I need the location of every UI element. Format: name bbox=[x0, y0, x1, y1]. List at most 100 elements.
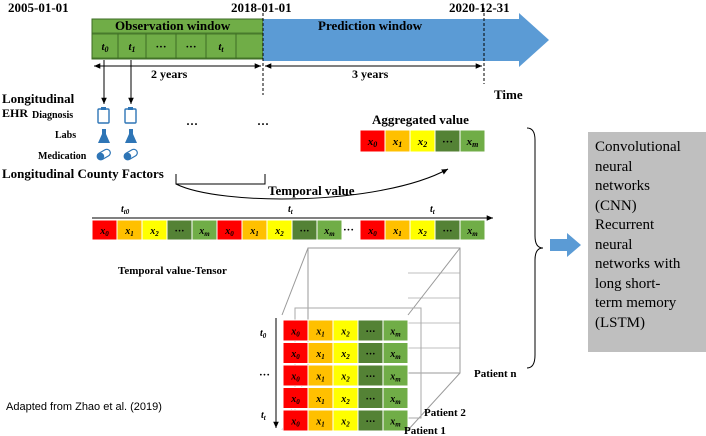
tensor-label: Temporal value-Tensor bbox=[118, 265, 227, 277]
patient-1-label: Patient 1 bbox=[404, 425, 446, 436]
clipboard-icon bbox=[97, 107, 110, 124]
flask-icon bbox=[98, 129, 110, 143]
tensor-cell-label: xm bbox=[389, 349, 401, 361]
tensor-cell-label: x2 bbox=[340, 394, 350, 406]
temporal-cell-label: ··· bbox=[299, 226, 309, 237]
tensor-edge bbox=[407, 372, 461, 431]
observation-tick-label: t0 bbox=[101, 41, 108, 54]
patient-n-label: Patient n bbox=[474, 368, 516, 380]
tensor-cell-label: x2 bbox=[340, 372, 350, 384]
feature-brace bbox=[526, 127, 544, 369]
temporal-section: tt0 tt tt x0 x1 x2 ··· xm x0 x1 x2 ··· xm x0 x1 x2 ··… bbox=[91, 204, 493, 241]
tensor-cell-label: x2 bbox=[340, 327, 350, 339]
tensor-row-t: tt bbox=[261, 410, 267, 422]
prediction-window-arrow bbox=[263, 13, 549, 67]
aggregated-cell-label: x2 bbox=[417, 136, 428, 149]
tensor-cell-label: x1 bbox=[315, 372, 325, 384]
model-text-line: (CNN) bbox=[595, 197, 637, 214]
tensor-cell-label: ··· bbox=[365, 327, 375, 338]
tensor-cell-label: ··· bbox=[365, 417, 375, 428]
model-text-line: networks bbox=[595, 178, 650, 194]
tensor-edge bbox=[281, 247, 309, 316]
medication-label: Medication bbox=[38, 151, 87, 162]
tensor-cell bbox=[382, 342, 409, 364]
temporal-cell-label: x2 bbox=[149, 226, 159, 238]
aggregated-cells: x0 x1 x2 ··· xm bbox=[359, 129, 486, 153]
labs-label: Labs bbox=[55, 130, 76, 141]
temporal-cells: x0 x1 x2 ··· xm x0 x1 x2 ··· xm x0 x1 x2 ··· xm bbox=[91, 219, 486, 241]
pill-icon bbox=[96, 148, 111, 161]
aggregated-value-label: Aggregated value bbox=[372, 112, 469, 127]
observation-tick-label: tt bbox=[218, 41, 224, 54]
observation-tick-label: ··· bbox=[185, 41, 196, 53]
tensor-cell-label: x0 bbox=[290, 349, 300, 361]
clipboard-icon bbox=[124, 107, 137, 124]
to-model-arrow bbox=[550, 233, 581, 257]
tensor-row-ellipsis: ··· bbox=[259, 369, 270, 381]
diagnosis-label: Diagnosis bbox=[32, 110, 73, 121]
tensor-cell-label: x1 bbox=[315, 327, 325, 339]
model-text-line: (LSTM) bbox=[595, 314, 645, 331]
model-text-line: term memory bbox=[595, 295, 677, 311]
tensor-cell-label: x0 bbox=[290, 327, 300, 339]
tensor-cell-label: x2 bbox=[340, 349, 350, 361]
temporal-tick-t: tt bbox=[430, 204, 436, 216]
tensor-cell-label: xm bbox=[389, 417, 401, 429]
aggregated-cell-label: x0 bbox=[367, 136, 378, 149]
tensor-front-grid: x0 x1 x2 ··· xm x0 x1 x2 ··· xm x0 x1 x2 ··· xm x0 x1 x2 ·… bbox=[282, 319, 409, 432]
temporal-cell bbox=[459, 219, 486, 241]
tensor-cell-label: x0 bbox=[290, 417, 300, 429]
obs-span-label: 2 years bbox=[151, 67, 188, 81]
tensor-back-rows bbox=[408, 272, 460, 349]
tensor-row-t0: t0 bbox=[260, 328, 267, 340]
temporal-cell-label: x0 bbox=[224, 226, 234, 238]
tensor-cell-label: ··· bbox=[365, 394, 375, 405]
tensor-cell-label: xm bbox=[389, 394, 401, 406]
aggregated-cell-label: x1 bbox=[392, 136, 403, 149]
observation-tick-label: t1 bbox=[128, 41, 135, 54]
date-start: 2005-01-01 bbox=[8, 0, 69, 15]
model-text-line: Recurrent bbox=[595, 217, 655, 233]
temporal-cell-label: x0 bbox=[367, 226, 377, 238]
aggregated-cell-label: xm bbox=[466, 136, 479, 149]
tensor-cell-label: x2 bbox=[340, 417, 350, 429]
time-label: Time bbox=[494, 87, 523, 102]
temporal-cell-label: x0 bbox=[99, 226, 109, 238]
tensor-section: Temporal value-Tensor x0 x1 x2 ··· xm x0 x1 x2 ·… bbox=[118, 247, 516, 436]
date-end: 2020-12-31 bbox=[449, 0, 510, 15]
temporal-cell-label: x2 bbox=[417, 226, 427, 238]
aggregation-curve-arrow bbox=[175, 168, 449, 200]
prediction-label: Prediction window bbox=[318, 18, 423, 33]
temporal-value-label: Temporal value bbox=[268, 183, 355, 198]
tensor-cell bbox=[382, 387, 409, 409]
patient-2-label: Patient 2 bbox=[424, 407, 466, 419]
observation-tick-label: ··· bbox=[155, 41, 166, 53]
temporal-cell-label: ··· bbox=[442, 226, 452, 237]
ehr-title-line1: Longitudinal bbox=[2, 91, 75, 106]
model-text-line: neural bbox=[595, 236, 633, 253]
credit-text: Adapted from Zhao et al. (2019) bbox=[6, 401, 162, 413]
temporal-cell-label: x1 bbox=[392, 226, 402, 238]
pred-span-label: 3 years bbox=[352, 67, 389, 81]
model-text-line: networks with bbox=[595, 256, 681, 272]
ehr-bracket bbox=[175, 174, 266, 185]
date-split: 2018-01-01 bbox=[231, 0, 292, 15]
aggregated-cell bbox=[459, 129, 486, 153]
tensor-cell bbox=[382, 364, 409, 387]
ehr-ellipsis: ··· bbox=[257, 117, 269, 131]
temporal-cell-label: ··· bbox=[174, 226, 184, 237]
tensor-cell-label: x1 bbox=[315, 349, 325, 361]
county-factors-label: Longitudinal County Factors bbox=[2, 166, 164, 181]
temporal-cell bbox=[316, 219, 343, 241]
tensor-cell-label: x0 bbox=[290, 394, 300, 406]
temporal-gap-ellipsis: ··· bbox=[343, 224, 354, 236]
timeline: 2005-01-01 2018-01-01 2020-12-31 Observa… bbox=[8, 0, 549, 104]
tensor-cell-label: xm bbox=[389, 327, 401, 339]
temporal-cell-label: xm bbox=[466, 226, 478, 238]
flask-icon bbox=[125, 129, 137, 143]
observation-label: Observation window bbox=[115, 18, 231, 33]
tensor-cell-label: ··· bbox=[365, 372, 375, 383]
model-box: Convolutional neural networks (CNN) Recu… bbox=[588, 132, 706, 352]
temporal-cell-label: x1 bbox=[124, 226, 134, 238]
